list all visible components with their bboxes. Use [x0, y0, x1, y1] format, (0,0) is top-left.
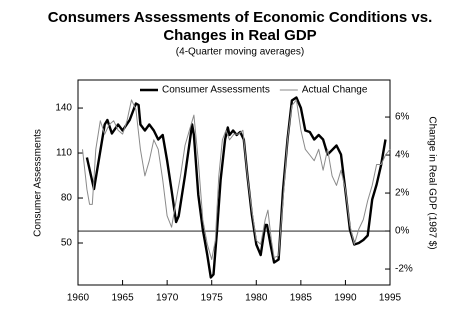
- y2-tick-label: -2%: [395, 264, 413, 275]
- y-tick-label: 80: [61, 193, 73, 204]
- x-tick-label: 1965: [111, 293, 134, 304]
- y2-tick-label: 6%: [395, 112, 410, 123]
- y-tick-label: 140: [55, 103, 72, 114]
- series-line: [85, 96, 387, 279]
- x-tick-label: 1985: [290, 293, 313, 304]
- y2-tick-label: 4%: [395, 150, 410, 161]
- plot-frame: [77, 79, 391, 286]
- y2-tick-label: 0%: [395, 226, 410, 237]
- x-tick-label: 1960: [67, 293, 90, 304]
- x-tick-label: 1995: [379, 293, 402, 304]
- x-tick-label: 1970: [156, 293, 179, 304]
- x-tick-label: 1990: [334, 293, 357, 304]
- x-tick-label: 1980: [245, 293, 268, 304]
- y2-tick-label: 2%: [395, 188, 410, 199]
- y-axis-label: Consumer Assessments: [33, 129, 44, 237]
- x-tick-label: 1975: [201, 293, 224, 304]
- legend-label: Actual Change: [302, 85, 368, 96]
- chart-title: Consumers Assessments of Economic Condit…: [48, 9, 433, 26]
- chart-subtitle: (4-Quarter moving averages): [176, 47, 304, 58]
- y-tick-label: 110: [56, 148, 72, 159]
- legend-label: Consumer Assessments: [162, 85, 270, 96]
- chart-title: Changes in Real GDP: [163, 27, 316, 44]
- series-line: [82, 99, 391, 260]
- y-tick-label: 50: [61, 238, 73, 249]
- y2-axis-label: Change in Real GDP (1987 $): [426, 116, 437, 249]
